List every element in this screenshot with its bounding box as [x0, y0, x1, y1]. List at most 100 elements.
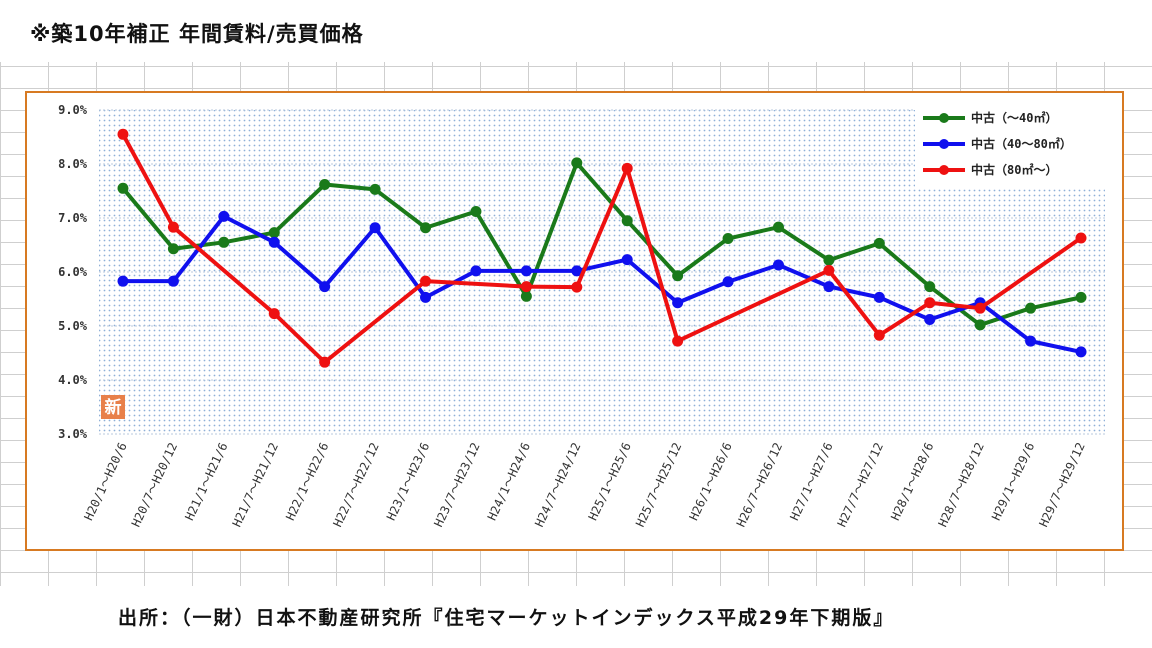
data-point-1: [117, 275, 129, 287]
data-point-1: [218, 210, 230, 222]
x-tick-label: H25/1～H25/6: [586, 440, 634, 522]
legend-swatch-marker: [939, 113, 949, 123]
data-point-2: [571, 281, 583, 293]
data-point-2: [520, 281, 532, 293]
x-tick-label: H27/7～H27/12: [835, 440, 886, 529]
legend-label: 中古（80㎡～）: [971, 162, 1057, 177]
data-point-1: [268, 236, 280, 248]
data-point-1: [672, 297, 684, 309]
x-tick-label: H20/7～H20/12: [129, 440, 180, 529]
data-point-2: [319, 356, 331, 368]
data-point-1: [369, 222, 381, 234]
data-point-1: [1075, 346, 1087, 358]
data-point-0: [167, 243, 179, 255]
legend-label: 中古（～40㎡）: [971, 110, 1057, 125]
data-point-0: [369, 183, 381, 195]
y-tick-label: 4.0%: [58, 373, 88, 387]
data-point-1: [470, 265, 482, 277]
y-axis-ticks: 3.0% 4.0% 5.0% 6.0% 7.0% 8.0% 9.0%: [58, 103, 88, 441]
data-point-0: [1075, 291, 1087, 303]
data-point-2: [167, 221, 179, 233]
x-tick-label: H29/1～H29/6: [989, 440, 1037, 522]
data-point-2: [1075, 232, 1087, 244]
y-tick-label: 8.0%: [58, 157, 88, 171]
data-point-0: [823, 254, 835, 266]
data-point-1: [924, 314, 936, 326]
chart-frame: 3.0% 4.0% 5.0% 6.0% 7.0% 8.0% 9.0% H20/1～H20/6…: [25, 91, 1124, 551]
page-title: ※築10年補正 年間賃料/売買価格: [30, 22, 364, 46]
new-badge: 新: [101, 395, 125, 419]
x-tick-label: H21/7～H21/12: [230, 440, 281, 529]
page-title-area: ※築10年補正 年間賃料/売買価格: [0, 0, 1152, 62]
data-point-1: [571, 265, 583, 277]
x-tick-label: H24/1～H24/6: [485, 440, 533, 522]
data-point-0: [974, 319, 986, 331]
data-point-1: [722, 276, 734, 288]
y-tick-label: 9.0%: [58, 103, 88, 117]
x-tick-label: H21/1～H21/6: [182, 440, 230, 522]
data-point-1: [319, 281, 331, 293]
series-line-1: [123, 214, 1082, 354]
data-point-0: [873, 237, 885, 249]
y-tick-label: 3.0%: [58, 427, 88, 441]
x-tick-label: H29/7～H29/12: [1036, 440, 1087, 529]
line-chart: 3.0% 4.0% 5.0% 6.0% 7.0% 8.0% 9.0% H20/1～H20/6…: [58, 103, 1111, 529]
data-point-2: [420, 275, 432, 287]
source-area: 出所：（一財）日本不動産研究所『住宅マーケットインデックス平成29年下期版』: [0, 586, 1152, 648]
x-tick-label: H28/1～H28/6: [888, 440, 936, 522]
data-point-2: [672, 335, 684, 347]
x-axis-ticks: H20/1～H20/6 H20/7～H20/12 H21/1～H21/6 H21/7～…: [81, 440, 1087, 529]
x-tick-label: H20/1～H20/6: [81, 440, 129, 522]
data-point-0: [672, 270, 684, 282]
x-tick-label: H26/1～H26/6: [686, 440, 734, 522]
data-point-0: [470, 206, 482, 218]
data-point-2: [621, 162, 633, 174]
y-tick-label: 7.0%: [58, 211, 88, 225]
legend-swatch-marker: [939, 139, 949, 149]
data-point-0: [117, 182, 129, 194]
legend-label: 中古（40～80㎡）: [971, 136, 1072, 151]
data-point-1: [420, 291, 432, 303]
data-point-2: [924, 297, 936, 309]
legend: 中古（～40㎡） 中古（40～80㎡） 中古（80㎡～）: [915, 105, 1111, 187]
data-point-1: [823, 281, 835, 293]
y-tick-label: 6.0%: [58, 265, 88, 279]
data-point-0: [571, 157, 583, 169]
data-point-0: [420, 222, 432, 234]
data-point-0: [319, 179, 331, 191]
data-point-0: [520, 290, 532, 302]
x-tick-label: H23/1～H23/6: [384, 440, 432, 522]
x-tick-label: H24/7～H24/12: [532, 440, 583, 529]
data-point-2: [268, 308, 280, 320]
x-tick-label: H23/7～H23/12: [431, 440, 482, 529]
y-tick-label: 5.0%: [58, 319, 88, 333]
data-point-2: [117, 128, 129, 140]
data-point-0: [621, 215, 633, 227]
data-point-0: [268, 227, 280, 239]
x-tick-label: H27/1～H27/6: [787, 440, 835, 522]
series-line-0: [121, 160, 1082, 327]
source-text: 出所：（一財）日本不動産研究所『住宅マーケットインデックス平成29年下期版』: [118, 607, 895, 629]
x-tick-label: H28/7～H28/12: [936, 440, 987, 529]
data-point-0: [1025, 302, 1037, 314]
data-point-0: [924, 281, 936, 293]
data-point-0: [772, 221, 784, 233]
data-point-1: [520, 265, 532, 277]
x-tick-label: H26/7～H26/12: [734, 440, 785, 529]
data-point-2: [873, 329, 885, 341]
data-point-1: [772, 259, 784, 271]
data-point-0: [218, 236, 230, 248]
new-badge-text: 新: [105, 397, 122, 418]
data-point-2: [823, 264, 835, 276]
data-point-1: [621, 254, 633, 266]
series-group: [117, 128, 1087, 368]
legend-swatch-marker: [939, 165, 949, 175]
data-point-1: [1025, 335, 1037, 347]
x-tick-label: H22/1～H22/6: [283, 440, 331, 522]
data-point-1: [873, 291, 885, 303]
series-line-2: [121, 133, 1083, 365]
x-tick-label: H22/7～H22/12: [330, 440, 381, 529]
data-point-2: [974, 302, 986, 314]
new-badge-box: [101, 395, 125, 419]
data-point-1: [167, 275, 179, 287]
